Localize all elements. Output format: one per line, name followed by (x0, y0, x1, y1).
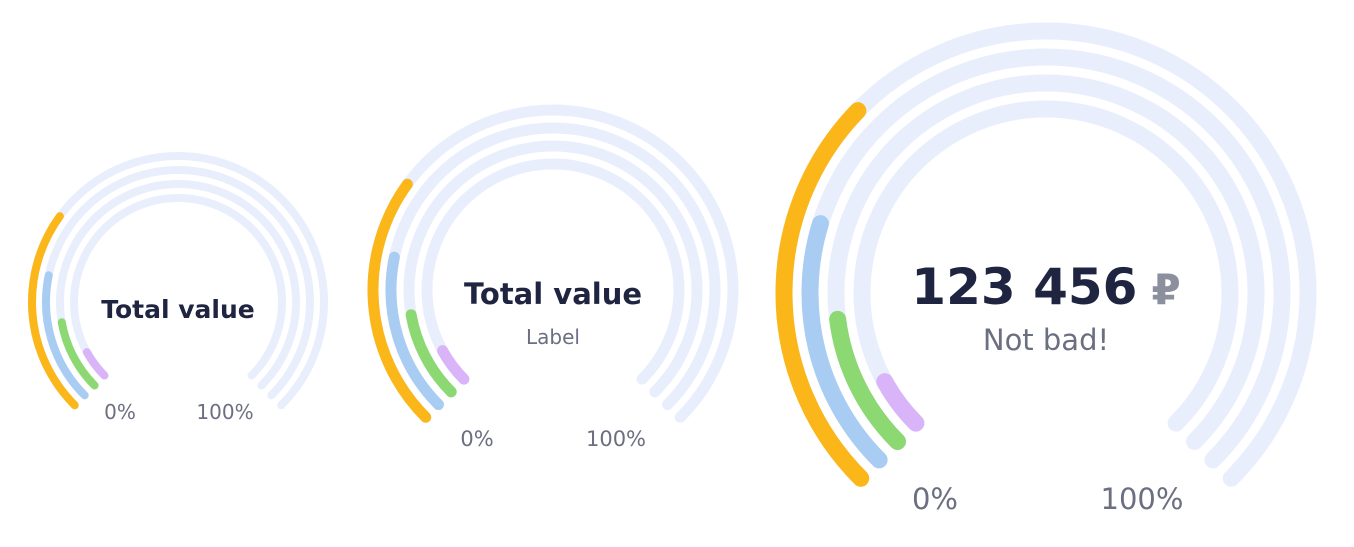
gauge-track-3 (56, 180, 300, 390)
gauge-title: Total value (464, 277, 642, 311)
gauge-subtitle: Not bad! (983, 323, 1109, 357)
gauge-track-4 (421, 158, 685, 385)
gauge-bar-series-4 (82, 348, 109, 380)
gauge-bar-series-4 (876, 373, 925, 432)
axis-min-label: 0% (104, 400, 136, 424)
gauge-value-currency: ₽ (1151, 265, 1180, 314)
axis-max-label: 100% (586, 427, 646, 451)
gauge-track-2 (42, 166, 314, 400)
gauge-track-3 (403, 140, 703, 398)
axis-max-label: 100% (196, 400, 253, 424)
gauge-subtitle: Label (526, 325, 580, 349)
gauge-bar-series-1 (775, 102, 870, 487)
gauge-bar-series-3 (57, 318, 99, 390)
gauge-track-4 (70, 194, 286, 380)
gauge-title: Total value (101, 295, 255, 324)
gauge-medium: Total value Label 0% 100% (367, 104, 739, 451)
gauge-bar-series-2 (801, 215, 888, 469)
gauge-small: Total value 0% 100% (28, 152, 328, 424)
axis-max-label: 100% (1101, 482, 1184, 516)
gauge-bar-series-3 (829, 310, 907, 450)
gauge-value: 123 456 ₽ (911, 258, 1180, 316)
axis-min-label: 0% (912, 482, 958, 516)
gauge-bar-series-1 (367, 178, 432, 423)
gauge-bar-series-2 (385, 251, 444, 411)
gauge-large: 123 456 ₽ Not bad! 0% 100% (775, 22, 1317, 516)
gauge-bar-series-1 (28, 212, 79, 410)
gauge-bar-series-3 (405, 309, 457, 398)
gauge-bar-series-4 (437, 345, 470, 385)
axis-min-label: 0% (460, 427, 493, 451)
gauge-bar-series-2 (42, 271, 89, 400)
gauge-value-number: 123 456 (911, 258, 1137, 316)
gauge-track-4 (853, 100, 1239, 432)
gauge-track-3 (827, 74, 1265, 450)
